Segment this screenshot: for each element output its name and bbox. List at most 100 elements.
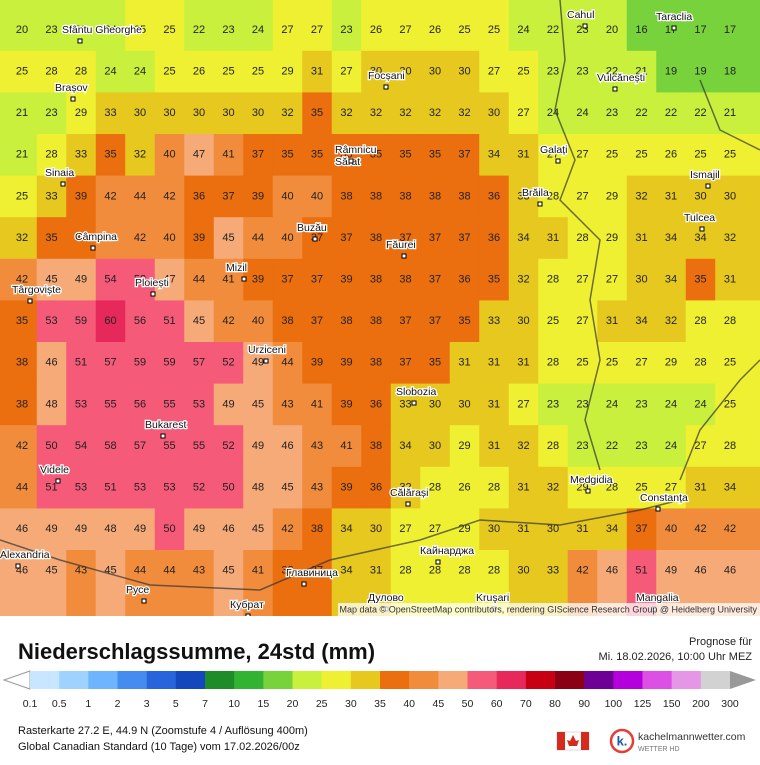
grid-value: 40 xyxy=(281,190,293,202)
grid-value: 28 xyxy=(547,274,559,286)
place-label: Târgoviște xyxy=(12,284,61,296)
grid-cell xyxy=(243,92,274,135)
place-label: Cahul xyxy=(567,9,594,21)
grid-value: 27 xyxy=(340,66,352,78)
grid-cell xyxy=(125,0,156,52)
legend-swatch xyxy=(555,671,585,689)
grid-cell xyxy=(449,50,480,93)
place-label: Videle xyxy=(40,464,69,476)
grid-cell xyxy=(66,425,97,468)
grid-cell xyxy=(420,425,451,468)
grid-value: 52 xyxy=(134,274,146,286)
grid-cell xyxy=(272,50,303,93)
legend-swatch xyxy=(584,671,614,689)
grid-value: 40 xyxy=(252,315,264,327)
grid-cell xyxy=(272,383,303,426)
place-label: Focșani xyxy=(368,70,405,82)
brand[interactable]: kachelmannwetter.com xyxy=(638,731,746,743)
grid-value: 32 xyxy=(635,190,647,202)
grid-value: 40 xyxy=(665,523,677,535)
grid-cell xyxy=(538,342,569,385)
svg-text:k.: k. xyxy=(617,733,628,748)
grid-value: 30 xyxy=(517,565,529,577)
grid-cell xyxy=(272,508,303,551)
grid-value: 28 xyxy=(75,66,87,78)
grid-cell xyxy=(508,134,539,177)
grid-cell xyxy=(154,92,185,135)
legend-label: 30 xyxy=(345,698,357,710)
grid-cell xyxy=(390,300,421,343)
place-label: Tulcea xyxy=(684,212,715,224)
grid-value: 28 xyxy=(547,440,559,452)
grid-cell xyxy=(95,550,126,617)
footer-line: Global Canadian Standard (10 Tage) vom 1… xyxy=(18,741,300,753)
grid-cell xyxy=(449,175,480,218)
grid-value: 24 xyxy=(104,66,116,78)
grid-cell xyxy=(154,217,185,260)
grid-value: 40 xyxy=(311,190,323,202)
grid-value: 37 xyxy=(429,232,441,244)
grid-value: 23 xyxy=(635,398,647,410)
grid-value: 32 xyxy=(340,107,352,119)
grid-value: 54 xyxy=(104,274,116,286)
grid-cell xyxy=(184,175,215,218)
grid-cell xyxy=(685,342,716,385)
grid-value: 25 xyxy=(635,149,647,161)
legend-swatch xyxy=(321,671,352,689)
place-label: Kruşari xyxy=(476,592,509,604)
grid-cell xyxy=(272,425,303,468)
grid-cell xyxy=(656,0,687,52)
grid-cell xyxy=(36,50,67,93)
grid-value: 52 xyxy=(222,357,234,369)
grid-value: 36 xyxy=(193,190,205,202)
grid-cell xyxy=(626,342,657,385)
grid-cell xyxy=(0,134,38,177)
grid-value: 21 xyxy=(16,107,28,119)
grid-cell xyxy=(302,92,333,135)
grid-value: 32 xyxy=(665,315,677,327)
grid-cell xyxy=(626,50,657,93)
grid-value: 31 xyxy=(694,482,706,494)
grid-value: 27 xyxy=(517,107,529,119)
grid-value: 37 xyxy=(429,315,441,327)
grid-value: 49 xyxy=(45,523,57,535)
grid-cell xyxy=(656,92,687,135)
place-marker xyxy=(435,559,441,565)
legend-label: 100 xyxy=(605,698,623,710)
grid-value: 50 xyxy=(222,482,234,494)
place-marker xyxy=(90,245,96,251)
grid-value: 36 xyxy=(488,232,500,244)
grid-cell xyxy=(597,0,628,52)
place-marker xyxy=(348,158,354,164)
grid-value: 34 xyxy=(606,523,618,535)
legend-label: 15 xyxy=(257,698,269,710)
grid-value: 33 xyxy=(399,398,411,410)
grid-value: 29 xyxy=(75,107,87,119)
grid-cell xyxy=(243,550,274,617)
place-marker xyxy=(160,433,166,439)
grid-value: 35 xyxy=(281,149,293,161)
grid-cell xyxy=(538,175,569,218)
place-marker xyxy=(312,236,318,242)
place-marker xyxy=(15,563,21,569)
grid-value: 28 xyxy=(399,565,411,577)
grid-cell xyxy=(508,217,539,260)
grid-value: 19 xyxy=(665,66,677,78)
grid-value: 33 xyxy=(75,149,87,161)
grid-cell xyxy=(390,0,421,52)
grid-value: 56 xyxy=(134,398,146,410)
grid-cell xyxy=(125,50,156,93)
grid-value: 28 xyxy=(694,315,706,327)
grid-cell xyxy=(538,217,569,260)
grid-value: 23 xyxy=(340,24,352,36)
grid-cell xyxy=(479,217,510,260)
grid-value: 32 xyxy=(399,482,411,494)
grid-value: 29 xyxy=(606,232,618,244)
legend-swatch xyxy=(700,671,731,689)
place-marker xyxy=(60,181,66,187)
grid-value: 34 xyxy=(665,274,677,286)
grid-value: 53 xyxy=(193,398,205,410)
grid-value: 34 xyxy=(340,523,352,535)
grid-value: 38 xyxy=(458,190,470,202)
grid-value: 46 xyxy=(45,357,57,369)
